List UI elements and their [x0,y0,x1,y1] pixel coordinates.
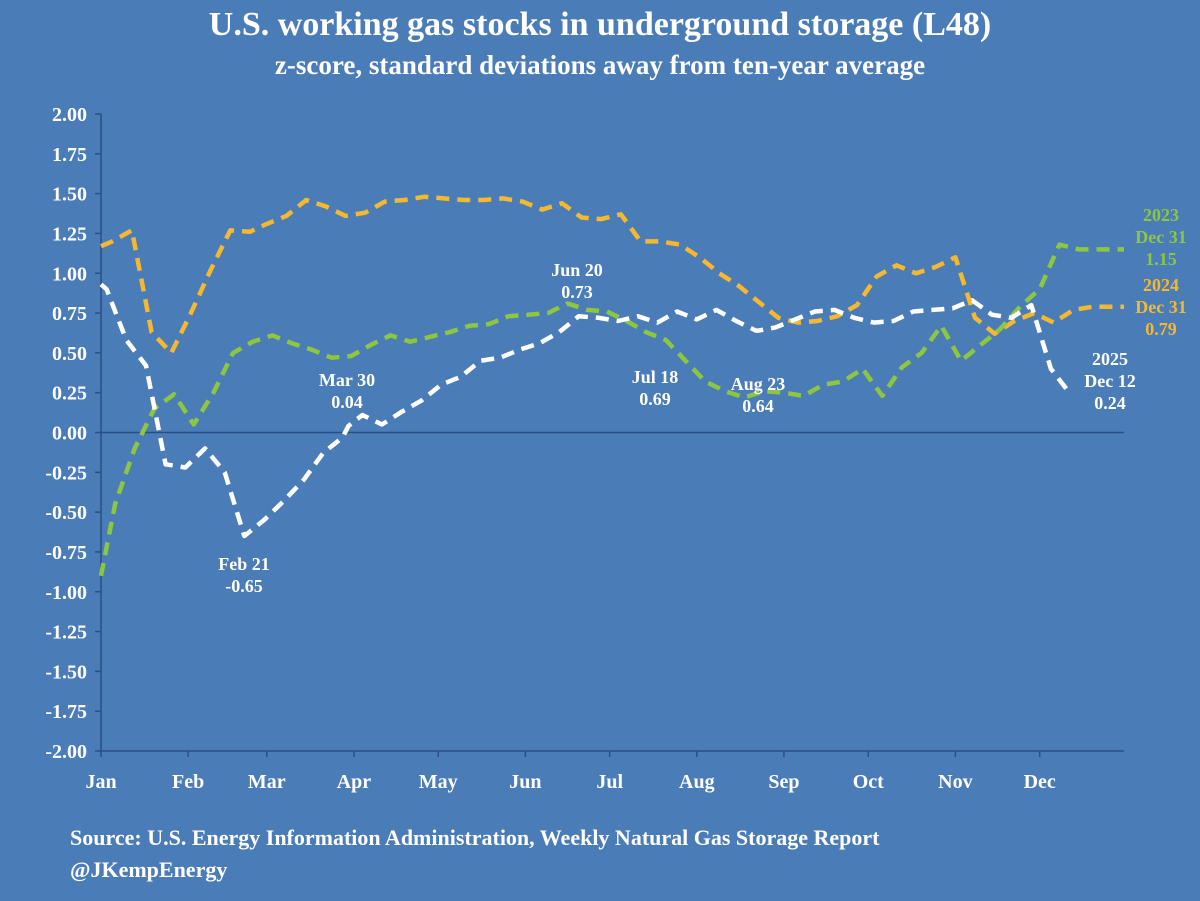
data-label-2025: Dec 12 [1084,371,1135,391]
y-tick-label: -1.50 [45,661,87,683]
chart-subtitle: z-score, standard deviations away from t… [274,50,926,80]
x-tick-label: Jun [509,771,541,793]
series-line-2025 [99,282,1073,539]
x-tick-label: May [419,771,458,793]
x-tick-label: Feb [172,771,204,793]
data-label-2025: Feb 21 [218,554,270,574]
data-label-2025: Jun 20 [551,260,603,280]
data-label-2025: 0.04 [331,392,363,412]
data-label-2025: 0.69 [639,389,671,409]
y-tick-label: 1.25 [52,223,87,245]
y-tick-label: -2.00 [45,741,87,763]
data-label-2024: 2024 [1143,275,1179,295]
y-tick-label: -0.50 [45,502,87,524]
y-tick-label: -0.75 [45,542,87,564]
y-tick-label: 1.50 [52,184,87,206]
y-tick-label: 2.00 [52,104,87,126]
data-label-2025: 0.73 [561,282,593,302]
y-tick-label: -1.00 [45,582,87,604]
data-label-2025: Mar 30 [319,370,375,390]
y-tick-label: 1.75 [52,144,87,166]
series-line-2024 [100,194,1124,356]
x-tick-label: Apr [337,771,372,793]
data-label-2025: 0.64 [742,396,774,416]
x-tick-label: Sep [768,771,799,793]
y-tick-label: -0.25 [45,462,87,484]
data-label-2025: Jul 18 [632,367,679,387]
x-tick-label: Mar [248,771,286,793]
author-handle: @JKempEnergy [70,857,228,882]
y-tick-label: -1.75 [45,701,87,723]
y-tick-label: 0.00 [52,423,87,445]
data-label-2025: 0.24 [1094,393,1126,413]
data-label-2025: -0.65 [225,576,263,596]
x-tick-label: Jan [85,771,116,793]
x-tick-label: Jul [596,771,623,793]
series-line-2023 [98,242,1124,577]
data-label-2025: Aug 23 [731,374,786,394]
y-tick-label: 1.00 [52,263,87,285]
data-label-2023: 2023 [1143,205,1179,225]
y-tick-label: 0.25 [52,383,87,405]
x-tick-label: Dec [1024,771,1056,793]
y-tick-label: 0.75 [52,303,87,325]
x-tick-label: Aug [679,771,715,793]
x-tick-label: Oct [853,771,884,793]
data-label-2024: 0.79 [1145,319,1177,339]
data-label-2024: Dec 31 [1135,297,1186,317]
data-label-2025: 2025 [1092,349,1128,369]
y-tick-label: 0.50 [52,343,87,365]
chart-title: U.S. working gas stocks in underground s… [208,6,992,43]
data-label-2023: 1.15 [1145,249,1177,269]
data-label-2023: Dec 31 [1135,227,1186,247]
source-note: Source: U.S. Energy Information Administ… [70,825,880,850]
y-tick-label: -1.25 [45,622,87,644]
x-tick-label: Nov [938,771,972,793]
